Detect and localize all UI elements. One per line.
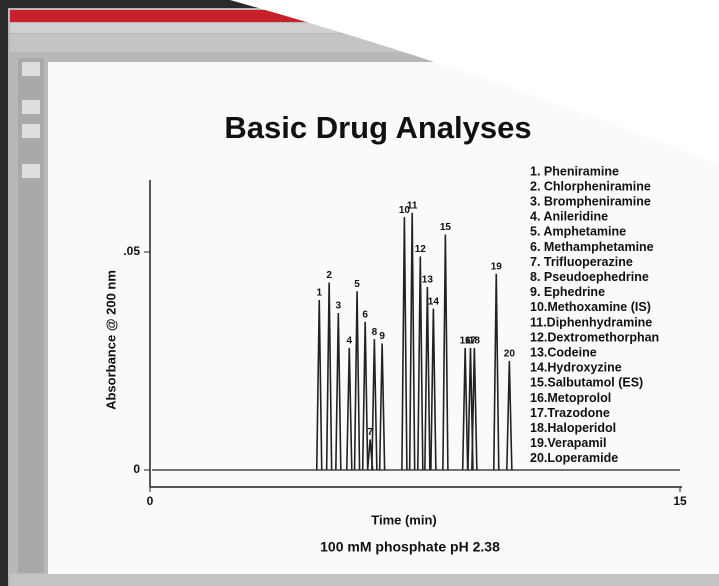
- peak: [315, 299, 323, 471]
- legend-entry: 20.Loperamide: [530, 451, 618, 465]
- legend-entry: 10.Methoxamine (IS): [530, 300, 651, 314]
- status-bar: [10, 574, 719, 586]
- peak-label: 12: [415, 244, 427, 255]
- y-axis-label: Absorbance @ 200 nm: [103, 270, 118, 410]
- legend-entry: 6. Methamphetamine: [530, 240, 654, 254]
- peak-label: 6: [362, 309, 368, 320]
- x-tick-label: 0: [147, 494, 154, 508]
- peak: [325, 282, 333, 471]
- document-area: [48, 62, 719, 574]
- peak: [335, 313, 342, 471]
- peak-label: 7: [367, 427, 373, 438]
- side-toolbar: [18, 58, 44, 573]
- peak-label: 5: [354, 279, 360, 290]
- legend-entry: 7. Trifluoperazine: [530, 255, 633, 269]
- peak-label: 3: [336, 301, 342, 312]
- peak: [401, 217, 408, 471]
- peak: [471, 347, 478, 471]
- legend-entry: 19.Verapamil: [530, 436, 606, 450]
- peak-label: 4: [346, 336, 352, 347]
- peak: [506, 360, 513, 471]
- peak: [430, 308, 437, 471]
- peak: [361, 321, 369, 471]
- legend-entry: 3. Brompheniramine: [530, 194, 651, 208]
- x-axis-label: Time (min): [371, 512, 437, 527]
- peak-label: 15: [440, 222, 452, 233]
- legend-entry: 12.Dextromethorphan: [530, 330, 659, 344]
- peak-label: 13: [422, 275, 434, 286]
- peak-label: 18: [469, 336, 481, 347]
- peak: [408, 212, 416, 471]
- peak: [442, 234, 449, 471]
- tool-button[interactable]: [22, 100, 40, 114]
- peak: [353, 291, 361, 471]
- legend-entry: 17.Trazodone: [530, 406, 610, 420]
- peak-label: 16: [460, 336, 472, 347]
- legend-entry: 4. Anileridine: [530, 210, 608, 224]
- y-tick-label: 0: [133, 462, 140, 476]
- legend-entry: 13.Codeine: [530, 345, 597, 359]
- peak: [371, 339, 378, 471]
- peak-label: 20: [504, 349, 516, 360]
- legend-entry: 16.Metoprolol: [530, 391, 611, 405]
- peak-label: 9: [379, 331, 385, 342]
- x-tick-label: 15: [673, 494, 687, 508]
- peak: [492, 273, 500, 471]
- legend-entry: 15.Salbutamol (ES): [530, 376, 643, 390]
- peak-label: 14: [428, 296, 440, 307]
- legend-entry: 9. Ephedrine: [530, 285, 605, 299]
- peak: [424, 286, 431, 471]
- tool-button[interactable]: [22, 164, 40, 178]
- peak-label: 1: [316, 288, 322, 299]
- page-curl: [230, 0, 719, 165]
- legend-entry: 14.Hydroxyzine: [530, 361, 622, 375]
- legend-entry: 8. Pseudoephedrine: [530, 270, 649, 284]
- peak-label: 19: [491, 261, 503, 272]
- peak: [345, 347, 353, 471]
- y-tick-label: .05: [123, 244, 140, 258]
- peak: [461, 347, 469, 471]
- tool-button[interactable]: [22, 62, 40, 76]
- chart-subtitle: 100 mM phosphate pH 2.38: [320, 539, 500, 555]
- tool-button[interactable]: [22, 124, 40, 138]
- legend-entry: 1. Pheniramine: [530, 164, 619, 178]
- peak-label: 17: [465, 336, 477, 347]
- legend-entry: 2. Chlorpheniramine: [530, 179, 651, 193]
- peak-label: 8: [372, 327, 378, 338]
- legend-entry: 11.Diphenhydramine: [530, 315, 652, 329]
- peak: [378, 343, 386, 471]
- legend-entry: 5. Amphetamine: [530, 225, 626, 239]
- peak-label: 11: [407, 200, 418, 211]
- peak-label: 10: [399, 205, 411, 216]
- peak-label: 2: [326, 270, 332, 281]
- peak: [417, 256, 424, 471]
- chart-title: Basic Drug Analyses: [224, 110, 531, 145]
- legend-entry: 18.Haloperidol: [530, 421, 616, 435]
